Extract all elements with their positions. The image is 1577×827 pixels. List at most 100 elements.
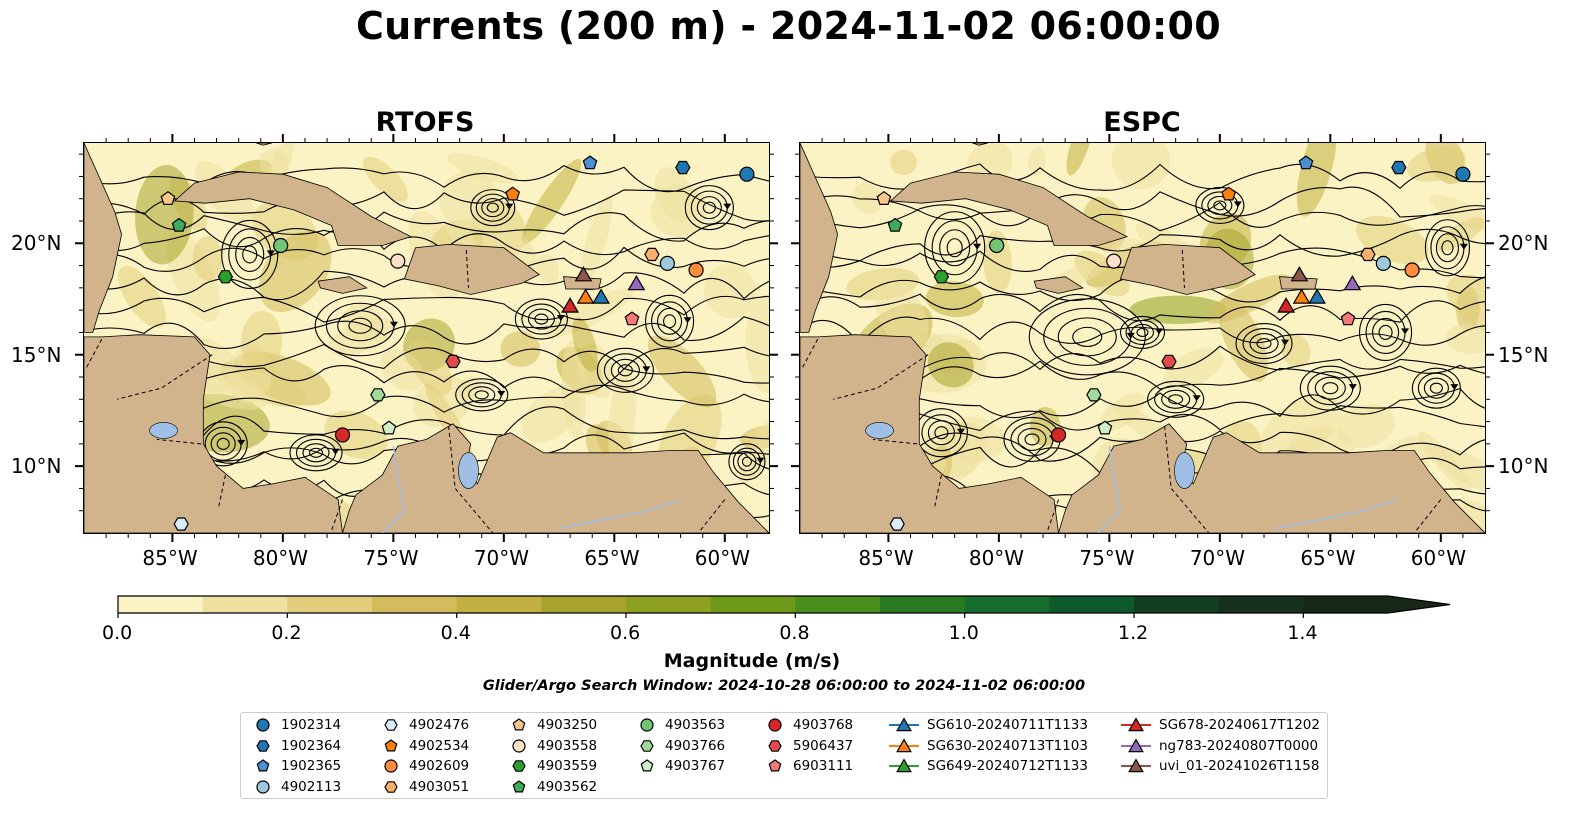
colorbar-tick-label: 1.4 <box>1287 622 1318 644</box>
speed-patch <box>440 170 499 231</box>
legend-entry: SG678-20240617T1202 <box>1121 715 1320 735</box>
streamline-arrow <box>956 428 965 435</box>
speed-patch <box>1066 143 1094 176</box>
legend-marker <box>384 759 398 773</box>
legend-label: 1902364 <box>281 737 342 754</box>
glider-ng783-20240807T0000 <box>627 275 646 291</box>
land-yucatan <box>800 143 839 333</box>
speed-patch <box>890 149 918 176</box>
glider-uvi_01-20241026T1158 <box>1290 266 1309 282</box>
streamline <box>1130 323 1155 341</box>
argo-float-4903051 <box>644 247 660 262</box>
lon-tick-label: 85°W <box>142 546 198 570</box>
speed-patch <box>647 335 717 408</box>
colorbar-bin <box>1303 596 1389 613</box>
streamline <box>210 432 236 456</box>
legend-marker <box>256 718 270 732</box>
river <box>1097 445 1122 533</box>
lon-tick-label: 75°W <box>1079 546 1135 570</box>
legend-marker <box>896 717 912 732</box>
argo-float-4902609 <box>688 262 704 278</box>
glider-ng783-20240807T0000 <box>1343 275 1362 291</box>
speed-patch <box>1356 215 1429 265</box>
legend-entry: uvi_01-20241026T1158 <box>1121 756 1319 776</box>
triangle-marker-icon <box>889 737 919 752</box>
observations <box>876 155 1471 531</box>
argo-float-1902364 <box>1391 160 1407 175</box>
legend-entry: ng783-20240807T0000 <box>1121 736 1318 756</box>
legend-label: 5906437 <box>793 737 854 754</box>
streamline <box>84 384 769 418</box>
streamline <box>657 307 683 335</box>
legend-entry: 4902113 <box>253 777 341 797</box>
triangle-marker-icon <box>889 758 919 773</box>
legend-label: 1902314 <box>281 717 342 733</box>
colorbar-tick-label: 0.2 <box>271 622 302 644</box>
streamline <box>84 211 769 242</box>
land-hispaniola <box>1119 243 1256 295</box>
argo-float-1902365 <box>1298 155 1314 170</box>
lon-tick-label: 75°W <box>363 546 419 570</box>
legend-label: 4903767 <box>665 758 726 774</box>
streamline-arrow <box>237 439 246 446</box>
argo-float-4903563 <box>273 237 289 254</box>
legend-marker <box>384 719 398 731</box>
argo-float-1902314 <box>739 166 755 182</box>
triangle-marker-icon <box>889 717 919 732</box>
argo-float-4902476 <box>889 517 905 531</box>
argo-float-4903558 <box>1106 253 1122 269</box>
streamline <box>1322 382 1339 395</box>
streamline-arrow <box>1281 339 1290 346</box>
lat-tick-label: 10°N <box>11 454 62 479</box>
colorbar-bin <box>1134 596 1220 613</box>
argo-float-4903768 <box>1050 427 1067 443</box>
river <box>1274 498 1397 530</box>
axes-overlay <box>75 134 1494 542</box>
country-borders <box>85 249 726 533</box>
streamline-arrow <box>1192 395 1201 402</box>
land-cuba <box>173 171 413 246</box>
colorbar-outline <box>117 595 1451 614</box>
streamline-arrow <box>1348 384 1357 391</box>
triangle-marker-icon <box>1121 758 1151 773</box>
streamline <box>302 443 330 463</box>
legend-marker <box>256 779 270 794</box>
argo-float-4903562 <box>887 217 903 232</box>
streamline <box>1314 376 1346 400</box>
legend-label: 4902609 <box>409 758 470 774</box>
speed-patch <box>1446 274 1485 335</box>
streamline <box>308 447 324 458</box>
legend-entry: 4903558 <box>509 736 597 756</box>
streamline <box>348 317 373 334</box>
pentagon-marker-icon <box>384 738 398 751</box>
streamline <box>1147 380 1205 418</box>
argo-float-5906437 <box>1161 354 1177 369</box>
argo-float-4902113 <box>659 255 675 271</box>
streamline <box>946 238 963 258</box>
speed-patch <box>500 331 541 367</box>
streamline <box>1256 338 1272 350</box>
lon-tick-label: 65°W <box>584 546 640 570</box>
speed-patch <box>1445 323 1485 354</box>
streamline <box>1119 315 1166 349</box>
legend-entry: 4903766 <box>637 736 725 756</box>
streamline <box>1441 240 1454 256</box>
border-line <box>801 338 819 369</box>
border-line <box>116 354 213 400</box>
hexagon-marker-icon <box>256 739 270 752</box>
legend-marker <box>640 718 654 732</box>
lon-tick-label: 70°W <box>473 546 530 570</box>
legend-marker <box>768 759 782 772</box>
streamline <box>1195 186 1245 224</box>
legend-entry: 1902365 <box>253 756 341 776</box>
argo-float-4903766 <box>1086 388 1102 402</box>
legend-label: SG678-20240617T1202 <box>1159 717 1320 733</box>
lake-maracaibo <box>1174 452 1195 489</box>
legend-marker <box>512 779 526 792</box>
streamline <box>470 189 516 227</box>
lake-maracaibo <box>458 452 479 489</box>
speed-patch <box>927 342 974 388</box>
circle-marker-icon <box>256 779 270 794</box>
land-hispaniola <box>403 243 540 295</box>
panel-title-rtofs: RTOFS <box>375 107 475 138</box>
